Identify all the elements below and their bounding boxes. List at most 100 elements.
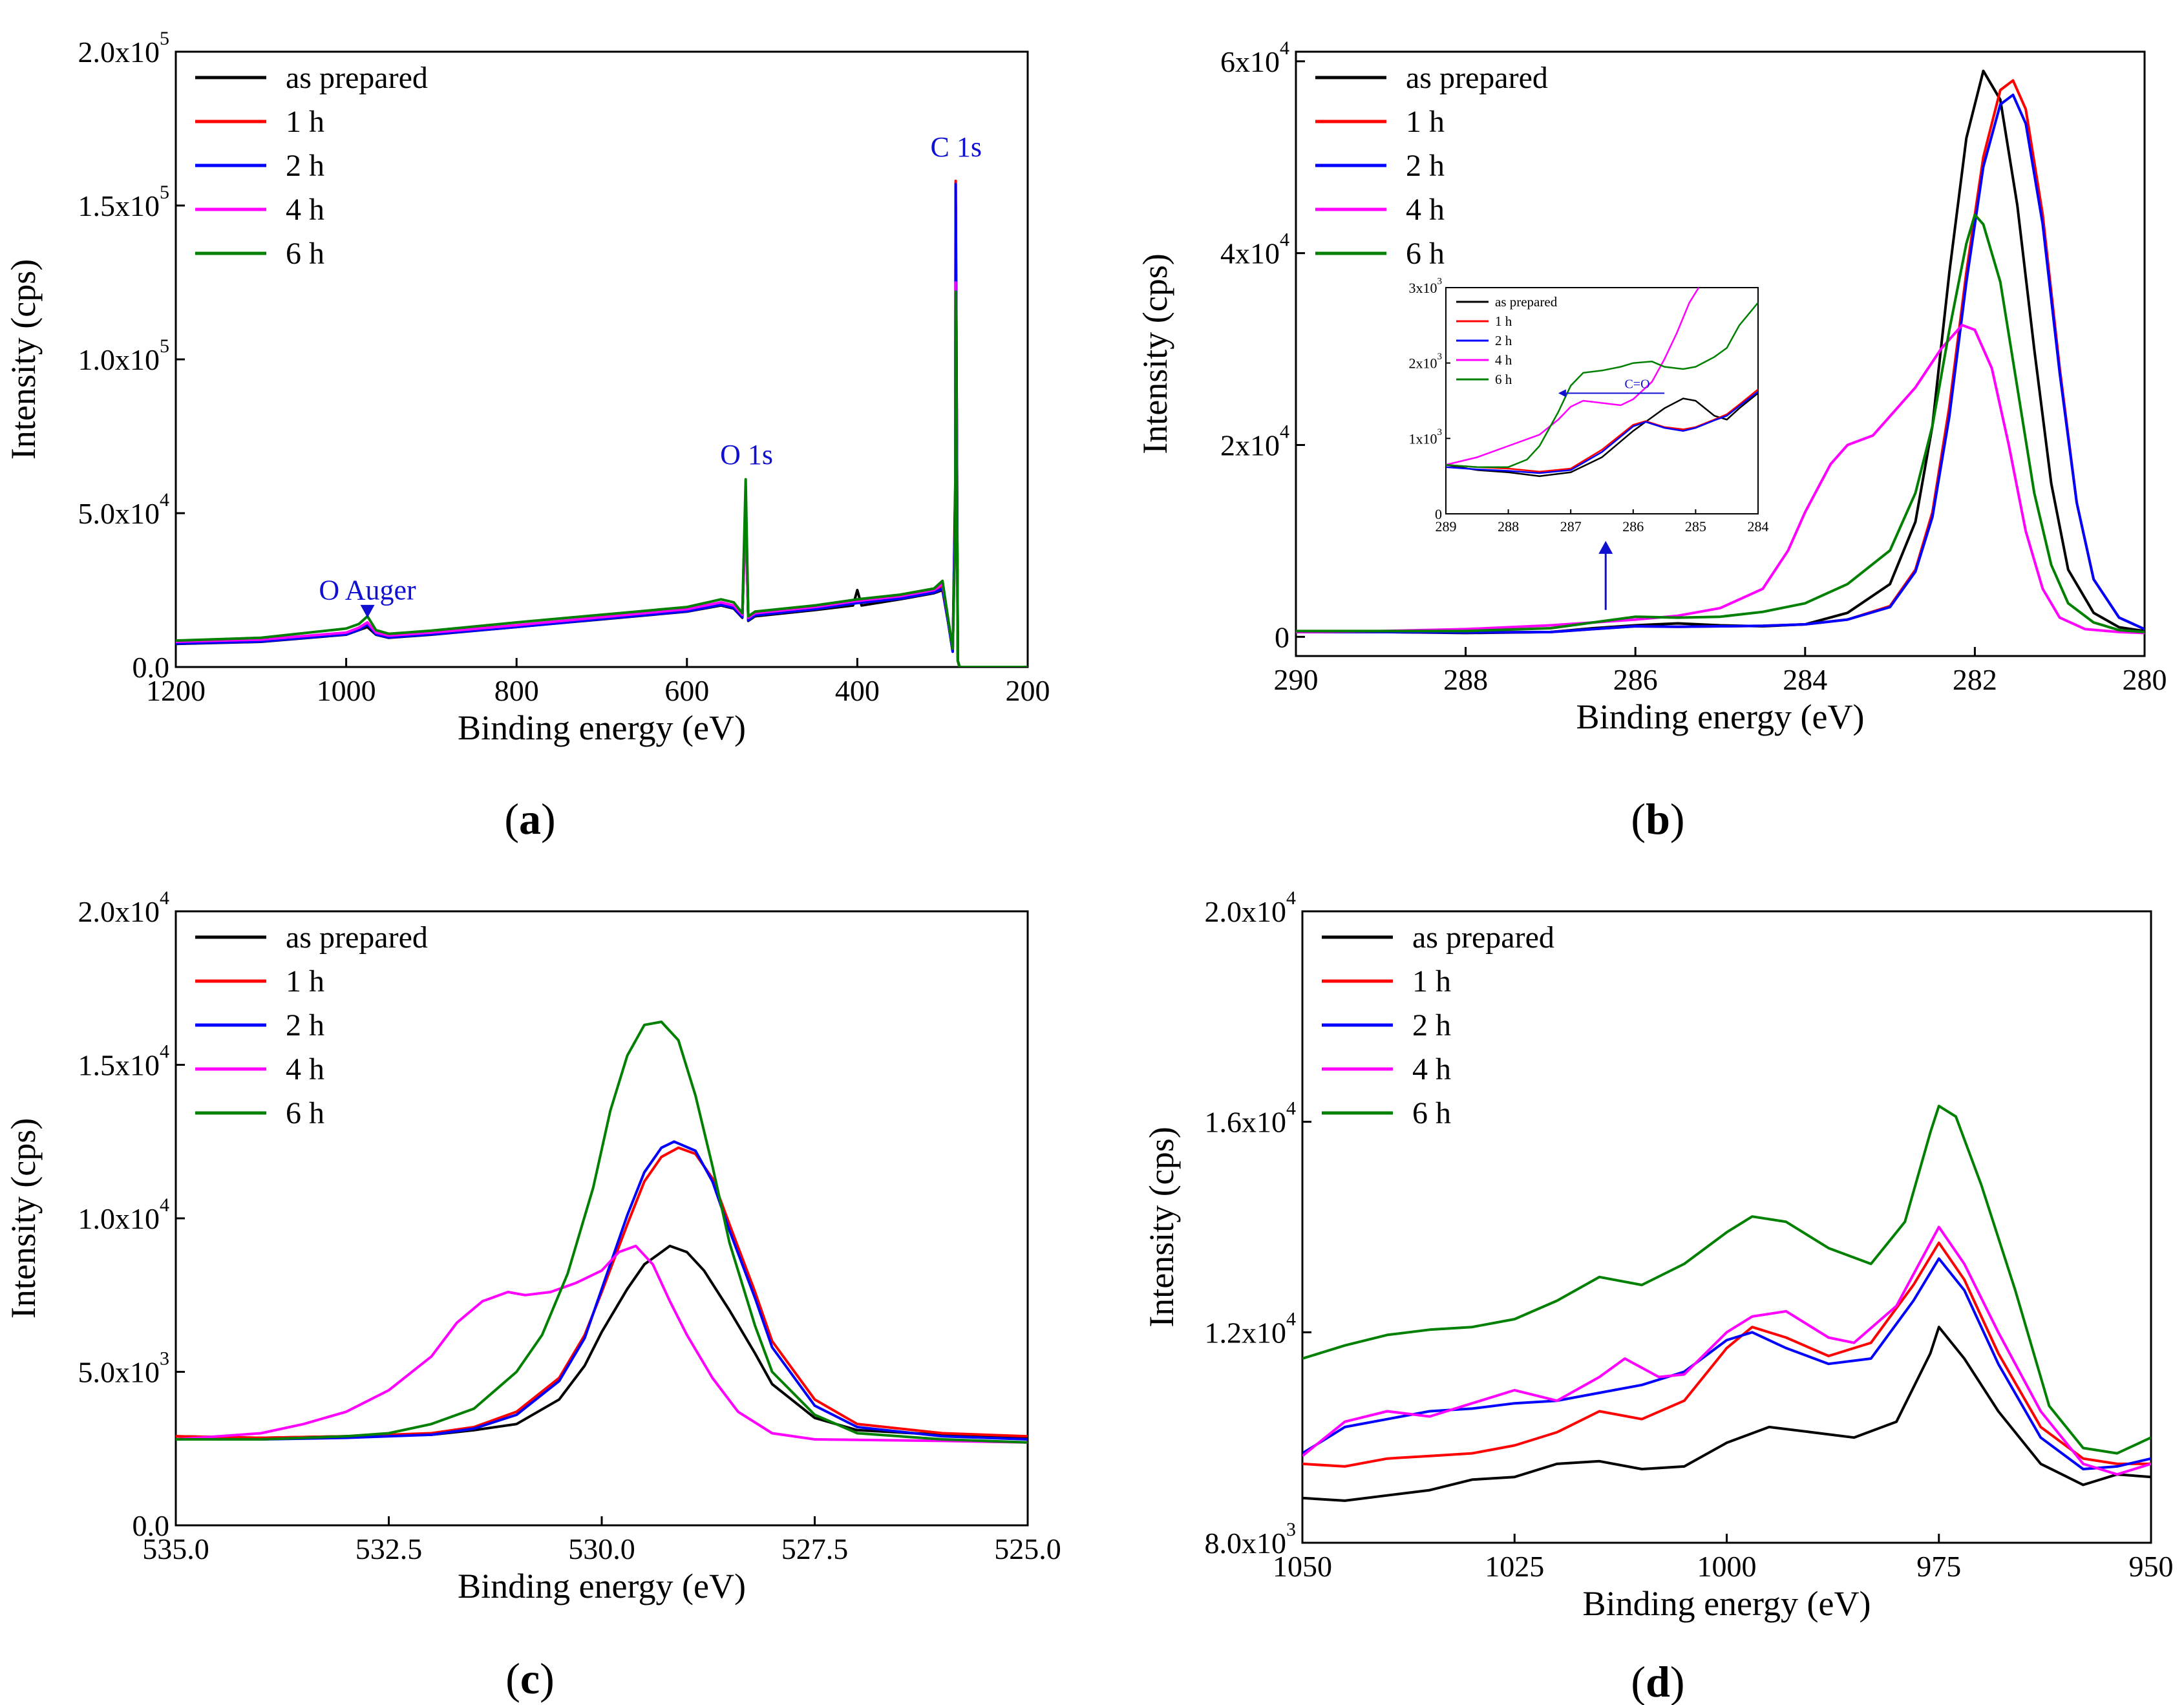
inset-legend-label: 4 h [1495, 352, 1512, 368]
x-tick-label: 1050 [1273, 1550, 1332, 1583]
x-tick-label: 527.5 [781, 1532, 849, 1565]
inset-series-line-2-h [1446, 391, 1758, 474]
y-tick-label: 1.6x104 [1205, 1098, 1297, 1139]
y-axis-label: Intensity (cps) [4, 1118, 43, 1318]
y-tick-label: 2.0x104 [78, 887, 170, 928]
legend-label: as prepared [1412, 920, 1554, 955]
legend-label: 1 h [1412, 964, 1451, 999]
x-tick-label: 284 [1783, 663, 1827, 696]
y-tick-label: 1.2x104 [1205, 1308, 1297, 1349]
x-tick-label: 1200 [146, 674, 206, 707]
y-tick-label: 6x104 [1220, 37, 1289, 78]
series-line-2-h [1302, 1257, 2151, 1470]
peak-annotation: O 1s [720, 439, 773, 471]
legend-label: 2 h [286, 1008, 324, 1043]
x-axis-label: Binding energy (eV) [458, 708, 746, 747]
x-tick-label: 400 [835, 674, 880, 707]
inset-series-line-6-h [1446, 302, 1758, 468]
x-axis-label: Binding energy (eV) [1583, 1584, 1871, 1623]
series-line-6-h [1302, 1105, 2151, 1455]
peak-annotation: O Auger [319, 574, 416, 606]
inset-x-tick-label: 287 [1560, 518, 1582, 535]
inset-x-tick-label: 288 [1498, 518, 1519, 535]
series-line-as-prepared [176, 1244, 1028, 1439]
y-axis-label: Intensity (cps) [1136, 253, 1174, 454]
x-tick-label: 525.0 [994, 1532, 1061, 1565]
inset-y-tick-label: 3x103 [1409, 277, 1443, 297]
x-tick-label: 535.0 [142, 1532, 209, 1565]
inset-legend-label: 6 h [1495, 372, 1512, 387]
series-line-2-h [1296, 93, 2145, 634]
panel-label-d: (d) [1631, 1657, 1684, 1705]
series-group-b [1296, 69, 2145, 635]
x-tick-label: 282 [1953, 663, 1997, 696]
panel-label-b: (b) [1631, 794, 1684, 843]
legend-label: 4 h [1406, 193, 1445, 227]
legend-label: 4 h [286, 193, 324, 227]
inset-x-tick-label: 286 [1622, 518, 1644, 535]
panel-c: 535.0 532.5 530.0 527.5 525.0 0.0 5.0x103 1.0x1… [4, 887, 1061, 1703]
inset-plot: 289 288 287 286 285 284 0 1x103 2x103 3x103 as pre… [1409, 277, 1769, 535]
x-tick-label: 288 [1443, 663, 1488, 696]
series-line-1-h [1302, 1241, 2151, 1468]
series-line-2-h [176, 1140, 1028, 1441]
inset-y-tick-label: 0 [1435, 506, 1442, 522]
inset-x-tick-label: 284 [1748, 518, 1769, 535]
x-axis-label: Binding energy (eV) [458, 1567, 746, 1605]
inset-series-line-4-h [1446, 288, 1700, 466]
plot-frame-d [1301, 910, 2152, 1544]
inset-series-group [1446, 288, 1758, 477]
y-tick-label: 0 [1275, 620, 1289, 653]
x-tick-label: 532.5 [355, 1532, 423, 1565]
series-line-1-h [176, 1146, 1028, 1439]
legend-label: 6 h [1412, 1096, 1451, 1130]
inset-y-tick-label: 1x103 [1409, 427, 1443, 447]
inset-annotation-arrow-head [1558, 389, 1566, 397]
legend-label: as prepared [286, 61, 428, 95]
peak-annotation: C 1s [931, 131, 982, 163]
x-tick-label: 1025 [1485, 1550, 1544, 1583]
inset-x-tick-label: 289 [1436, 518, 1457, 535]
inset-legend-label: 2 h [1495, 333, 1512, 348]
inset-frame [1445, 287, 1759, 514]
inset-legend-label: 1 h [1495, 313, 1512, 329]
legend-label: 4 h [1412, 1052, 1451, 1086]
series-line-6-h [176, 290, 1028, 667]
x-tick-label: 600 [664, 674, 709, 707]
series-line-4-h [176, 1244, 1028, 1444]
legend-label: 1 h [1406, 105, 1445, 139]
plot-frame-a [175, 50, 1029, 668]
legend-label: 1 h [286, 105, 324, 139]
series-line-4-h [176, 281, 1028, 667]
y-tick-label: 2.0x104 [1205, 887, 1297, 928]
x-axis-label: Binding energy (eV) [1576, 697, 1865, 736]
y-tick-label: 5.0x104 [78, 489, 170, 530]
legend-label: 2 h [286, 149, 324, 183]
x-tick-label: 280 [2123, 663, 2167, 696]
series-group-c [176, 1021, 1028, 1444]
x-tick-label: 800 [494, 674, 539, 707]
inset-series-line-as-prepared [1446, 392, 1758, 477]
legend-label: as prepared [1406, 61, 1548, 95]
y-tick-label: 1.0x104 [78, 1194, 170, 1235]
legend-label: 6 h [286, 237, 324, 271]
y-tick-label: 2.0x105 [78, 28, 170, 69]
x-tick-label: 1000 [1697, 1550, 1757, 1583]
x-tick-label: 975 [1916, 1550, 1961, 1583]
legend-label: 1 h [286, 964, 324, 999]
series-group-a [176, 179, 1028, 667]
y-tick-label: 1.0x105 [78, 335, 170, 376]
series-line-6-h [1296, 213, 2145, 633]
series-line-6-h [176, 1021, 1028, 1444]
series-group-d [1302, 1105, 2151, 1502]
x-tick-label: 530.0 [568, 1532, 635, 1565]
panel-label-c: (c) [505, 1654, 555, 1703]
inset-x-tick-label: 285 [1685, 518, 1706, 535]
inset-legend-label: as prepared [1495, 294, 1558, 310]
y-tick-label: 1.5x105 [78, 182, 170, 222]
legend-label: as prepared [286, 920, 428, 955]
y-tick-label: 2x104 [1220, 421, 1289, 461]
annotation-arrow-head [360, 604, 375, 618]
legend-label: 6 h [1406, 237, 1445, 271]
